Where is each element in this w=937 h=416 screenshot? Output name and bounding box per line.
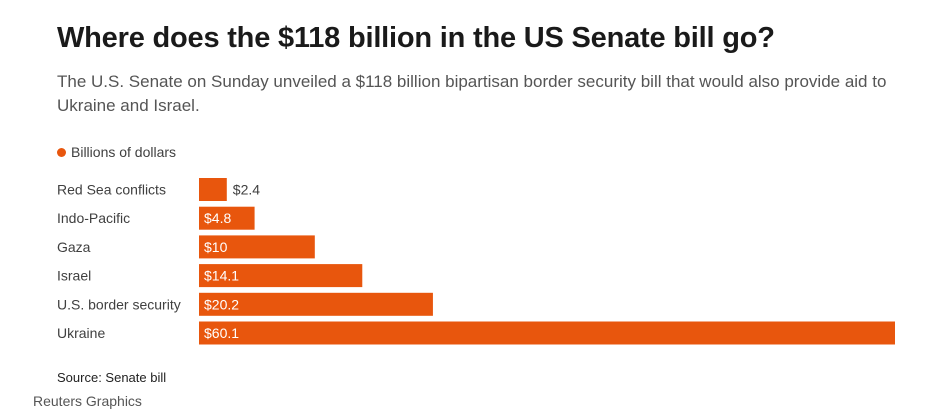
bar [199, 235, 315, 259]
category-label: Gaza [57, 239, 91, 255]
category-label: Ukraine [57, 325, 105, 341]
legend-swatch [57, 147, 66, 157]
legend: Billions of dollars [57, 144, 176, 160]
category-label: U.S. border security [57, 296, 181, 312]
legend-label: Billions of dollars [71, 144, 177, 160]
bar [199, 206, 255, 230]
bar [199, 292, 433, 316]
data-label: $60.1 [204, 325, 239, 341]
credit-line: Reuters Graphics [33, 393, 142, 409]
category-label: Red Sea conflicts [57, 182, 166, 198]
bar [199, 321, 895, 345]
data-label: $4.8 [204, 210, 231, 226]
category-label: Israel [57, 268, 91, 284]
source-note: Source: Senate bill [57, 370, 167, 385]
category-label: Indo-Pacific [57, 210, 130, 226]
data-label: $14.1 [204, 268, 239, 284]
bar [199, 264, 363, 288]
bar [199, 178, 227, 201]
data-label: $10 [204, 239, 228, 255]
chart-title: Where does the $118 billion in the US Se… [57, 22, 775, 54]
data-label: $20.2 [204, 296, 239, 312]
chart-subtitle: The U.S. Senate on Sunday unveiled a $11… [57, 72, 887, 115]
data-label: $2.4 [233, 182, 260, 198]
